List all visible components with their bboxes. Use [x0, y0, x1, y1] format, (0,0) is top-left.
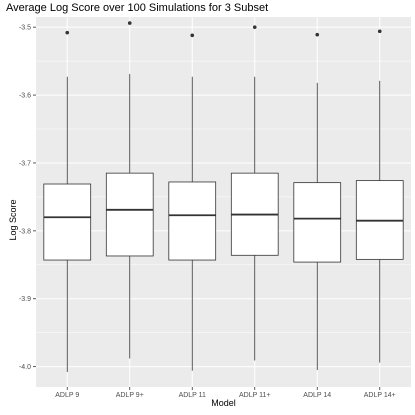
x-tick-label: ADLP 14: [303, 392, 331, 399]
y-axis-ticks: -3.5 -3.6 -3.7 -3.8 -3.9 -4.0: [19, 25, 36, 371]
box-iqr: [168, 181, 217, 261]
box-3: [168, 33, 217, 371]
x-axis-ticks: ADLP 9 ADLP 9+ ADLP 11 ADLP 11+ ADLP 14 ADLP …: [55, 387, 396, 399]
y-tick-label: -3.5: [19, 25, 31, 32]
box-5: [293, 32, 342, 371]
box-iqr: [43, 183, 92, 261]
boxes: [43, 21, 404, 373]
outlier-point: [190, 33, 195, 38]
x-tick-label: ADLP 9: [55, 392, 79, 399]
y-tick-label: -3.7: [19, 160, 31, 167]
y-tick-label: -3.6: [19, 93, 31, 100]
y-tick-label: -3.8: [19, 228, 31, 235]
x-axis-label: Model: [211, 398, 236, 408]
grid-minor: [36, 60, 411, 333]
box-iqr: [293, 182, 342, 263]
outlier-point: [252, 25, 257, 29]
box-6: [355, 29, 404, 363]
x-tick-label: ADLP 9+: [116, 392, 144, 399]
outlier-point: [65, 30, 70, 35]
box-4: [230, 25, 279, 361]
box-2: [105, 21, 154, 359]
box-1: [43, 30, 92, 373]
x-tick-label: ADLP 14+: [364, 392, 396, 399]
outlier-point: [377, 29, 382, 34]
outlier-point: [315, 32, 320, 37]
plot-panel: [36, 17, 411, 387]
chart-title: Average Log Score over 100 Simulations f…: [6, 2, 269, 14]
x-tick-label: ADLP 11: [179, 392, 206, 399]
box-iqr: [105, 172, 154, 257]
y-tick-label: -3.9: [19, 296, 31, 303]
outlier-point: [127, 21, 132, 25]
x-tick-label: ADLP 11+: [239, 392, 270, 399]
y-tick-label: -4.0: [19, 364, 31, 371]
